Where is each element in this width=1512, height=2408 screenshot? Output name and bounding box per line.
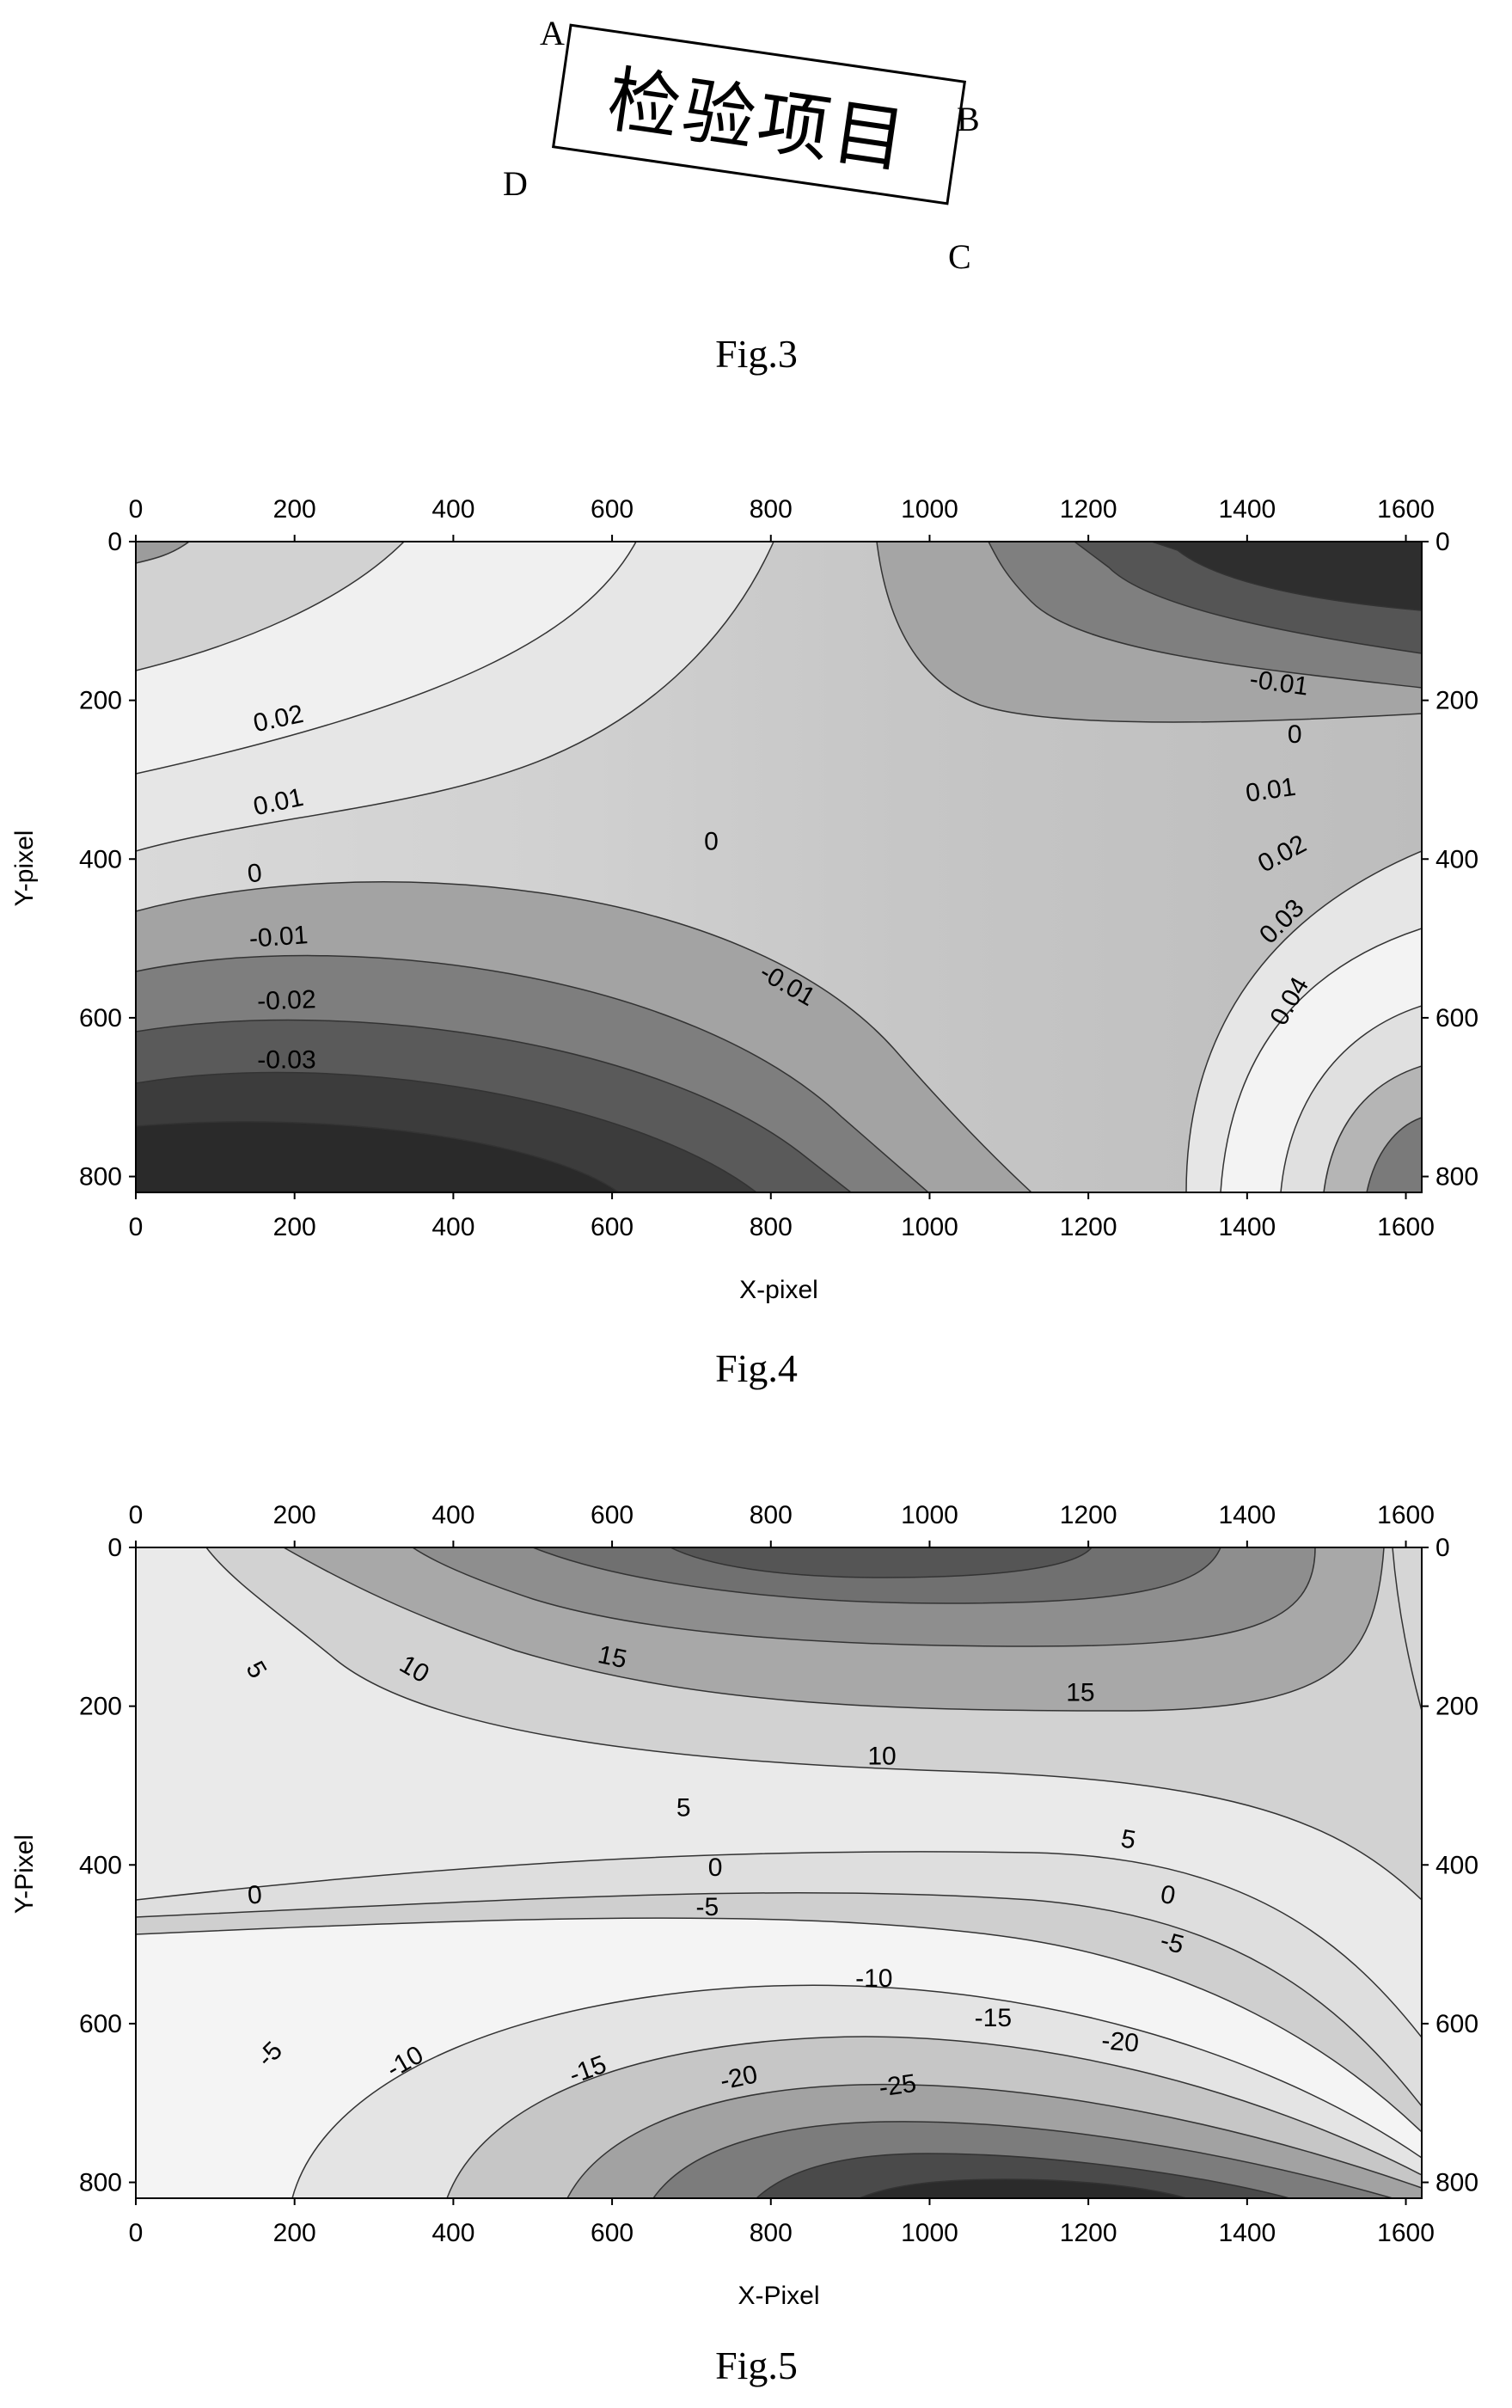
fig5-contour-chart: 0020020040040060060080080010001000120012… — [10, 1501, 1478, 2310]
fig5-x-tick-label-top-6: 1200 — [1060, 1501, 1117, 1529]
corner-b-label: B — [957, 100, 980, 138]
fig4-x-tick-label-bottom-4: 800 — [750, 1213, 793, 1241]
fig4-x-tick-label-bottom-7: 1400 — [1218, 1213, 1276, 1241]
fig4-y-tick-label-left-4: 800 — [79, 1163, 122, 1192]
fig4-x-tick-label-top-0: 0 — [129, 495, 144, 524]
fig5-contour-label-5: 5 — [676, 1794, 691, 1823]
fig5-x-tick-label-top-7: 1400 — [1218, 1501, 1276, 1529]
fig5-y-tick-label-right-4: 800 — [1435, 2169, 1478, 2197]
fig5-contour-label-4: 10 — [867, 1743, 896, 1771]
fig5-x-tick-label-top-1: 200 — [273, 1501, 316, 1529]
fig4-y-tick-label-left-3: 600 — [79, 1004, 122, 1032]
fig5-contour-label-7: 0 — [247, 1881, 263, 1910]
fig5-x-tick-label-top-0: 0 — [129, 1501, 144, 1529]
corner-c-label: C — [948, 237, 971, 276]
fig5-x-tick-label-bottom-6: 1200 — [1060, 2219, 1117, 2247]
fig4-x-tick-label-bottom-1: 200 — [273, 1213, 316, 1241]
fig5-y-tick-label-right-3: 600 — [1435, 2010, 1478, 2038]
fig5-x-tick-label-top-5: 1000 — [901, 1501, 958, 1529]
fig4-y-tick-label-right-2: 400 — [1435, 845, 1478, 873]
corner-a-label: A — [540, 14, 565, 52]
fig4-x-tick-label-top-7: 1400 — [1218, 495, 1276, 524]
fig4-x-tick-label-top-2: 400 — [432, 495, 474, 524]
fig5-y-tick-label-right-2: 400 — [1435, 1851, 1478, 1879]
label-text: 检验项目 — [602, 56, 915, 184]
fig5-x-tick-label-top-4: 800 — [750, 1501, 793, 1529]
fig5-contour-label-2: 15 — [596, 1640, 630, 1674]
fig5-y-tick-label-left-2: 400 — [79, 1851, 122, 1879]
fig5-x-tick-label-bottom-2: 400 — [432, 2219, 474, 2247]
fig5-contour-label-8: 0 — [708, 1853, 723, 1882]
fig5-x-tick-label-bottom-8: 1600 — [1377, 2219, 1435, 2247]
fig4-x-tick-label-top-3: 600 — [591, 495, 634, 524]
fig5-x-tick-label-bottom-4: 800 — [750, 2219, 793, 2247]
fig4-contour-label-5: -0.03 — [257, 1046, 315, 1075]
fig4-x-tick-label-bottom-3: 600 — [591, 1213, 634, 1241]
fig5-y-tick-label-left-4: 800 — [79, 2169, 122, 2197]
fig5-contour-label-10: -5 — [696, 1893, 719, 1921]
fig5-y-tick-label-left-0: 0 — [107, 1534, 122, 1562]
fig4-y-tick-label-left-2: 400 — [79, 845, 122, 873]
fig4-contour-label-2: 0 — [246, 859, 263, 889]
fig4-x-tick-label-bottom-5: 1000 — [901, 1213, 958, 1241]
fig4-x-tick-label-top-8: 1600 — [1377, 495, 1435, 524]
fig5-x-tick-label-bottom-7: 1400 — [1218, 2219, 1276, 2247]
fig5-x-tick-label-top-2: 400 — [432, 1501, 474, 1529]
fig5-axis-ticks: 0020020040040060060080080010001000120012… — [79, 1501, 1478, 2247]
fig4-contour-label-10: 0.01 — [1244, 773, 1297, 808]
fig5-x-tick-label-bottom-0: 0 — [129, 2219, 144, 2247]
fig5-caption: Fig.5 — [715, 2344, 798, 2387]
fig4-x-tick-label-top-4: 800 — [750, 495, 793, 524]
fig5-contour-label-12: -10 — [855, 1964, 892, 1993]
fig4-caption: Fig.4 — [715, 1346, 798, 1390]
fig4-y-tick-label-right-1: 200 — [1435, 687, 1478, 715]
fig5-x-tick-label-bottom-5: 1000 — [901, 2219, 958, 2247]
fig4-x-tick-label-bottom-0: 0 — [129, 1213, 144, 1241]
fig4-y-tick-label-left-0: 0 — [107, 528, 122, 556]
fig5-y-tick-label-left-1: 200 — [79, 1693, 122, 1721]
fig4-contour-label-6: 0 — [704, 828, 719, 856]
fig5-x-tick-label-top-3: 600 — [591, 1501, 634, 1529]
fig4-x-tick-label-bottom-8: 1600 — [1377, 1213, 1435, 1241]
fig4-y-tick-label-right-0: 0 — [1435, 528, 1450, 556]
fig5-y-tick-label-left-3: 600 — [79, 2010, 122, 2038]
fig5-contour-label-6: 5 — [1119, 1824, 1138, 1854]
fig4-y-tick-label-right-4: 800 — [1435, 1163, 1478, 1192]
fig5-contour-label-14: -20 — [1100, 2026, 1140, 2058]
fig4-contour-label-4: -0.02 — [257, 985, 317, 1015]
fig5-x-tick-label-bottom-3: 600 — [591, 2219, 634, 2247]
fig5-contour-label-3: 15 — [1066, 1679, 1094, 1707]
rotated-label-box: 检验项目 — [551, 23, 967, 205]
fig4-x-tick-label-top-1: 200 — [273, 495, 316, 524]
fig5-x-axis-label: X-Pixel — [738, 2282, 819, 2310]
fig5-x-tick-label-top-8: 1600 — [1377, 1501, 1435, 1529]
fig4-contour-chart: 0020020040040060060080080010001000120012… — [10, 495, 1478, 1304]
fig5-contour-label-19: -25 — [878, 2069, 919, 2103]
fig5-contour-label-9: 0 — [1159, 1880, 1178, 1910]
fig5-y-axis-label: Y-Pixel — [10, 1835, 39, 1914]
fig4-x-tick-label-bottom-6: 1200 — [1060, 1213, 1117, 1241]
fig5-y-tick-label-right-0: 0 — [1435, 1534, 1450, 1562]
fig4-x-tick-label-top-6: 1200 — [1060, 495, 1117, 524]
fig4-x-axis-label: X-pixel — [739, 1276, 818, 1304]
fig3-caption: Fig.3 — [715, 332, 798, 376]
fig4-x-tick-label-top-5: 1000 — [901, 495, 958, 524]
fig4-x-tick-label-bottom-2: 400 — [432, 1213, 474, 1241]
corner-d-label: D — [503, 164, 528, 203]
fig5-contour-label-13: -15 — [975, 2004, 1012, 2032]
fig5-x-tick-label-bottom-1: 200 — [273, 2219, 316, 2247]
fig4-contour-labels: 0.020.010-0.01-0.02-0.030-0.01-0.0100.01… — [246, 665, 1314, 1075]
fig4-contour-label-3: -0.01 — [248, 921, 309, 953]
fig5-y-tick-label-right-1: 200 — [1435, 1693, 1478, 1721]
fig4-y-axis-label: Y-pixel — [10, 830, 39, 907]
fig4-axis-ticks: 0020020040040060060080080010001000120012… — [79, 495, 1478, 1241]
fig4-contour-label-9: 0 — [1288, 720, 1302, 749]
fig4-y-tick-label-left-1: 200 — [79, 687, 122, 715]
fig4-y-tick-label-right-3: 600 — [1435, 1004, 1478, 1032]
